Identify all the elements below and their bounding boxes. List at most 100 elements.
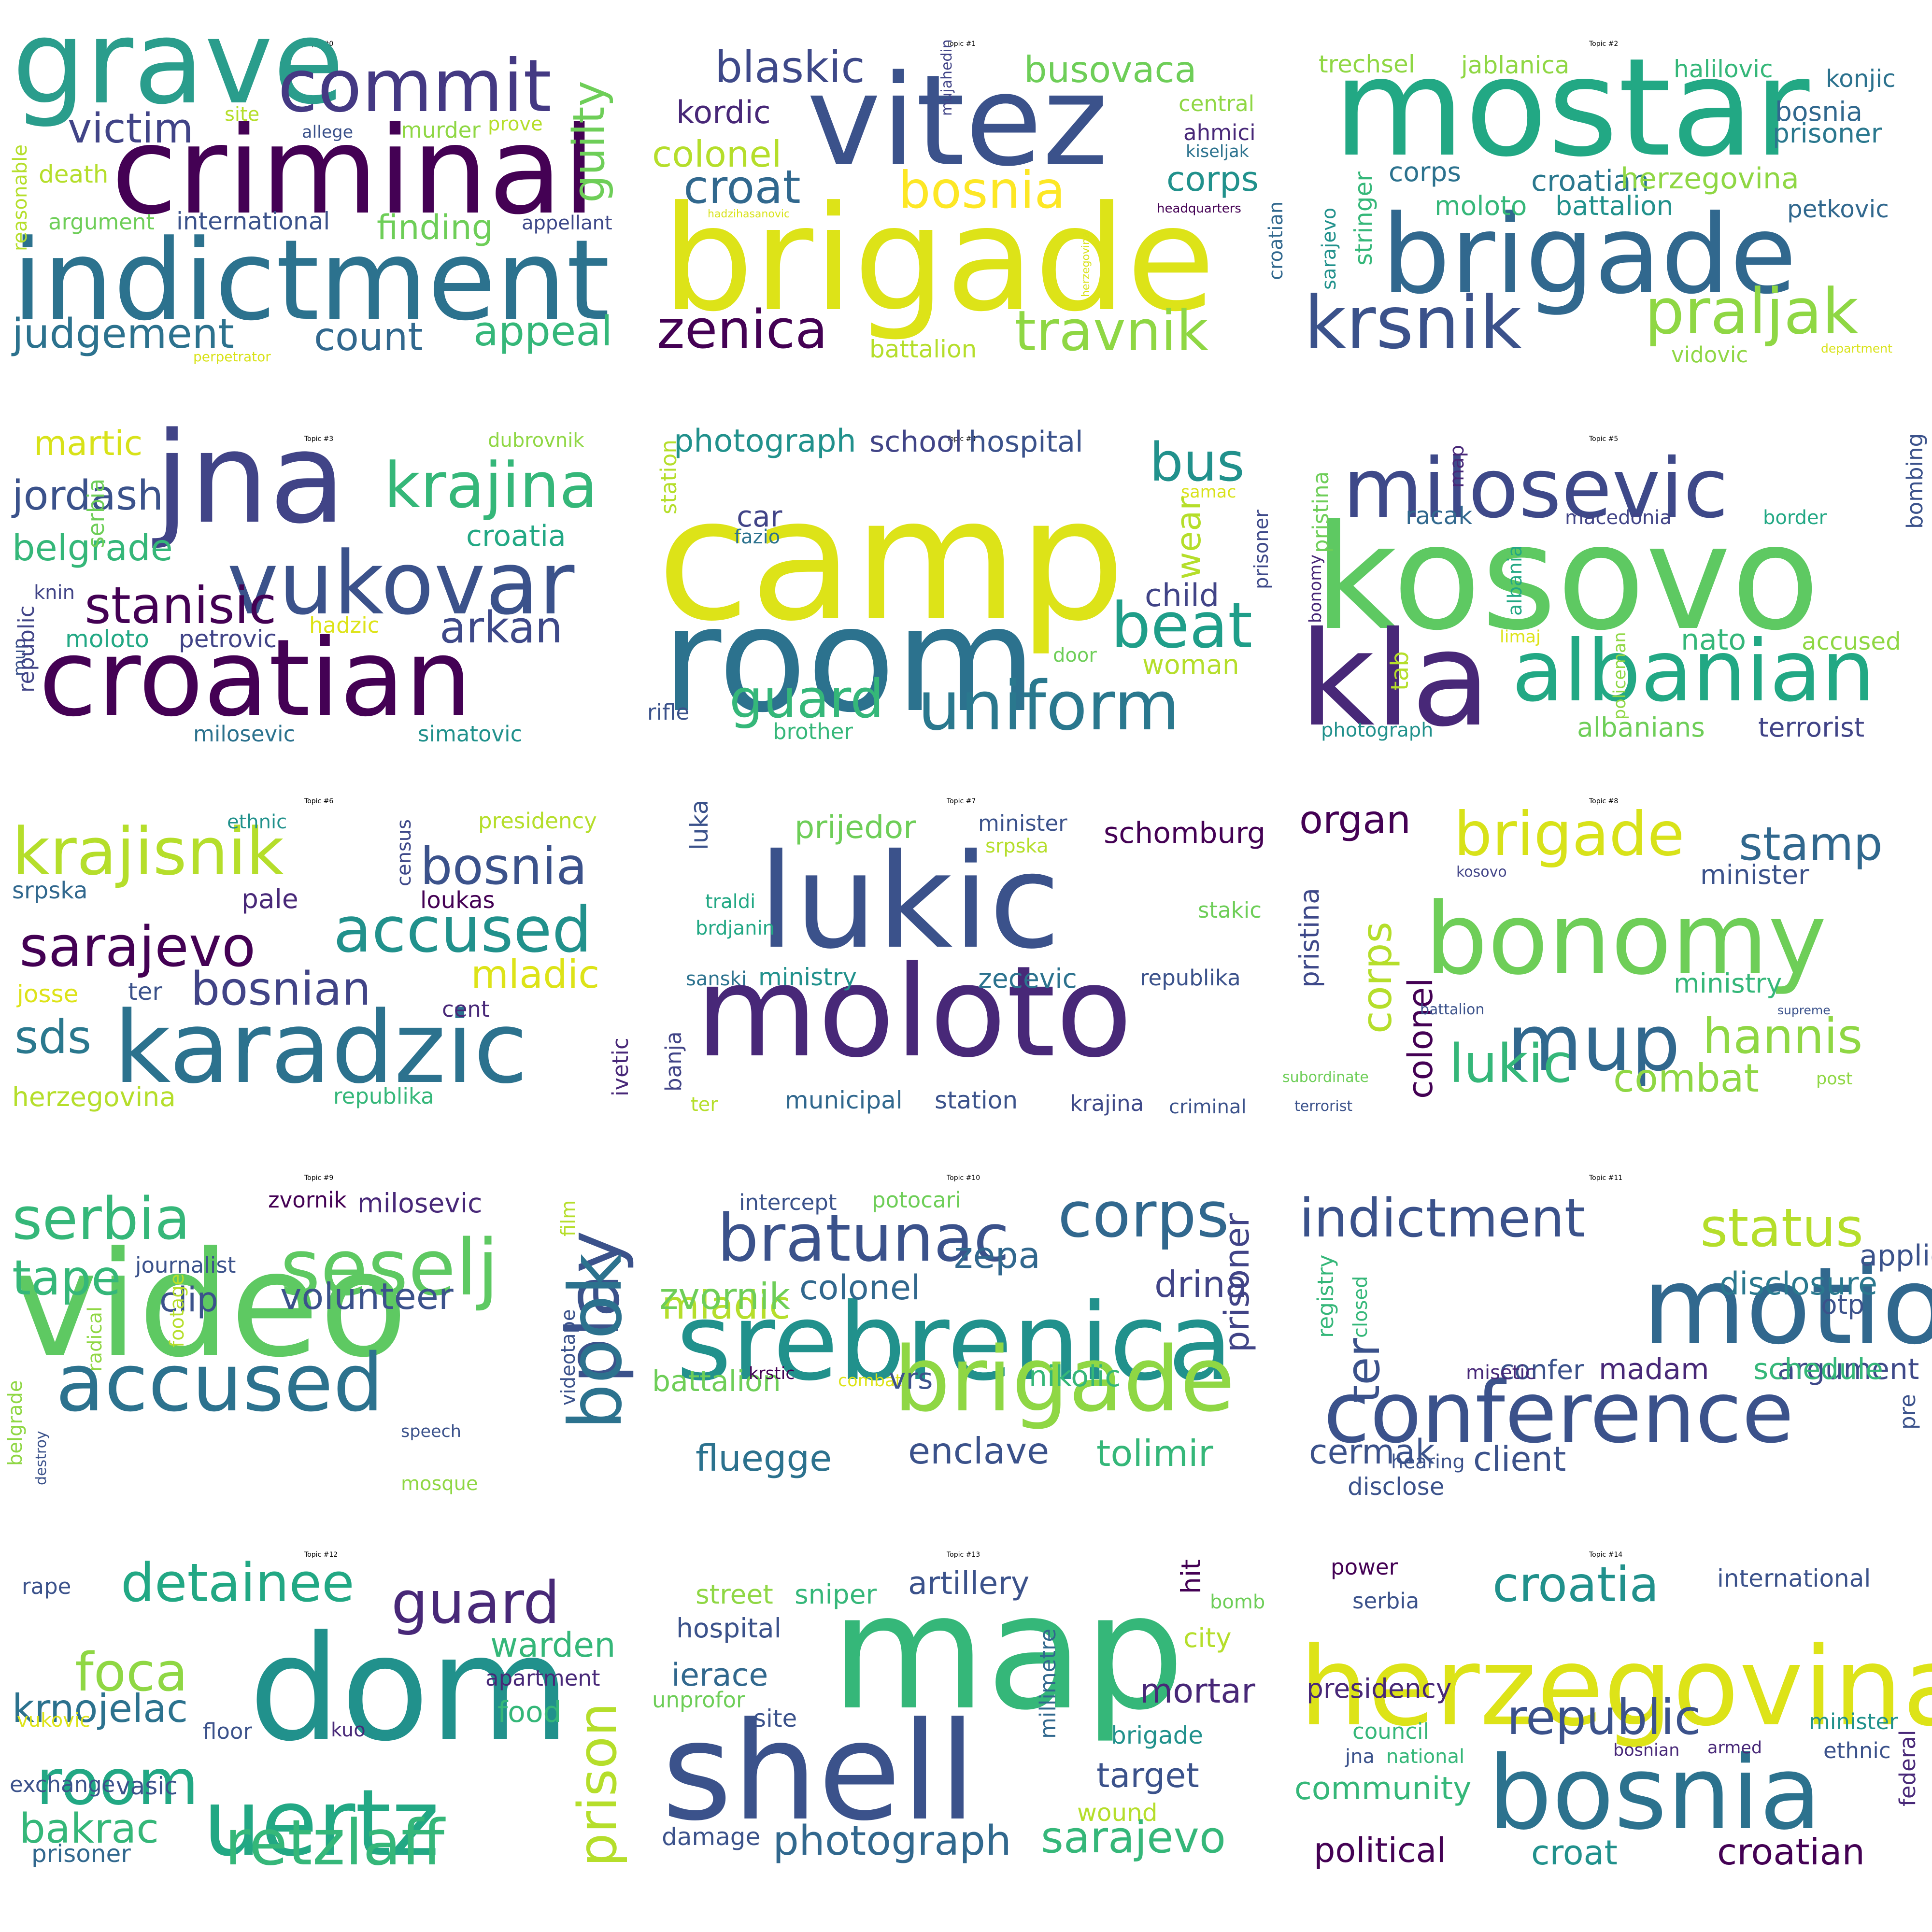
word-croatia: croatia (466, 519, 566, 553)
word-vrs: vrs (889, 1362, 933, 1396)
word-conference: conference (1323, 1364, 1794, 1462)
word-victim: victim (68, 105, 193, 153)
word-sds: sds (14, 1011, 91, 1064)
panel-title: Topic #12 (304, 1551, 338, 1559)
word-perpetrator: perpetrator (193, 349, 271, 365)
word-disclose: disclose (1348, 1473, 1444, 1501)
word-school: school (869, 425, 962, 459)
word-nikolic: nikolic (1029, 1360, 1121, 1393)
word-minister: minister (1809, 1709, 1898, 1734)
word-kosovo: kosovo (1456, 864, 1507, 881)
word-argument: argument (1777, 1352, 1919, 1386)
word-grave: grave (12, 0, 344, 130)
word-croatian: croatian (1717, 1831, 1865, 1873)
word-kosovo: kosovo (1314, 494, 1820, 662)
word-ministry: ministry (1674, 968, 1782, 999)
word-brigade: brigade (1381, 192, 1797, 318)
word-status: status (1700, 1197, 1863, 1259)
word-vidovic: vidovic (1671, 342, 1748, 368)
word-bakrac: bakrac (19, 1805, 159, 1853)
word-guard: guard (391, 1570, 560, 1637)
word-rifle: rifle (647, 699, 689, 725)
word-battalion: battalion (1420, 1001, 1484, 1018)
word-vitez: vitez (807, 48, 1108, 194)
word-moloto: moloto (696, 939, 1133, 1085)
word-bus: bus (1150, 431, 1245, 493)
word-hospital: hospital (676, 1613, 781, 1644)
word-kla: kla (1299, 603, 1491, 755)
word-mladic: mladic (471, 952, 599, 997)
word-brigade: brigade (1111, 1721, 1203, 1749)
word-volunteer: volunteer (280, 1275, 454, 1318)
word-belgrade: belgrade (4, 1380, 27, 1466)
word-mostar: mostar (1333, 29, 1811, 187)
word-appellant: appellant (522, 212, 612, 234)
word-bombing: bombing (1902, 433, 1928, 529)
word-national: national (1386, 1746, 1464, 1768)
word-guard: guard (729, 668, 884, 730)
word-shell: shell (662, 1693, 976, 1851)
word-exchange: exchange (10, 1772, 115, 1797)
word-wound: wound (1077, 1799, 1158, 1827)
word-seselj: seselj (280, 1222, 499, 1313)
word-organ: organ (1299, 797, 1411, 842)
word-tape: tape (12, 1250, 121, 1306)
word-warden: warden (490, 1625, 616, 1665)
word-appeal: appeal (473, 308, 612, 355)
word-murder: murder (401, 117, 481, 143)
panel-title: Topic #0 (304, 40, 333, 48)
word-krstic: krstic (749, 1364, 795, 1383)
panel-title: Topic #1 (946, 40, 976, 48)
word-book: book (554, 1253, 638, 1430)
word-cermak: cermak (1309, 1432, 1435, 1472)
panel-title: Topic #5 (1589, 435, 1618, 443)
word-battalion: battalion (869, 335, 977, 363)
word-brother: brother (773, 719, 853, 744)
word-destroy: destroy (33, 1431, 50, 1485)
word-international: international (176, 207, 330, 235)
word-petrovic: petrovic (179, 625, 277, 653)
word-serbia: serbia (83, 479, 110, 548)
word-petkovic: petkovic (1787, 195, 1889, 223)
word-jordash: jordash (11, 472, 163, 520)
word-subordinate: subordinate (1282, 1069, 1369, 1086)
word-closed: closed (1350, 1276, 1372, 1338)
word-hit: hit (1176, 1559, 1207, 1594)
word-prisoner: prisoner (1217, 1213, 1257, 1352)
word-door: door (1053, 644, 1097, 667)
word-misetic: misetic (1466, 1362, 1535, 1384)
word-station: station (935, 1086, 1018, 1114)
word-uniform: uniform (918, 667, 1180, 746)
word-allege: allege (302, 123, 353, 142)
word-video: video (12, 1221, 408, 1389)
word-clip: clip (159, 1280, 218, 1320)
word-serbia: serbia (12, 1186, 190, 1253)
word-registry: registry (1313, 1255, 1338, 1338)
word-zenica: zenica (657, 298, 828, 360)
word-accused: accused (56, 1336, 384, 1429)
word-unprofor: unprofor (652, 1687, 745, 1713)
panel-title: Topic #6 (304, 797, 333, 805)
word-pristina: pristina (1308, 471, 1334, 553)
word-apartment: apartment (485, 1665, 600, 1691)
word-serbia: serbia (1352, 1588, 1419, 1614)
word-bosnian: bosnian (191, 963, 371, 1016)
word-vukovic: vukovic (17, 1709, 90, 1732)
word-combat: combat (838, 1371, 902, 1391)
word-prisoner: prisoner (1250, 510, 1273, 589)
word-supreme: supreme (1777, 1003, 1831, 1017)
word-presidency: presidency (478, 808, 597, 834)
word-disclosure: disclosure (1719, 1266, 1877, 1302)
word-arkan: arkan (440, 602, 563, 653)
word-death: death (39, 160, 108, 188)
word-armed: armed (1707, 1738, 1762, 1758)
word-limaj: limaj (1500, 627, 1541, 647)
word-herzegovina: herzegovina (1299, 1624, 1932, 1750)
word-busovaca: busovaca (1024, 48, 1197, 91)
word-motion: motion (1642, 1244, 1932, 1368)
word-halilovic: halilovic (1674, 55, 1773, 83)
